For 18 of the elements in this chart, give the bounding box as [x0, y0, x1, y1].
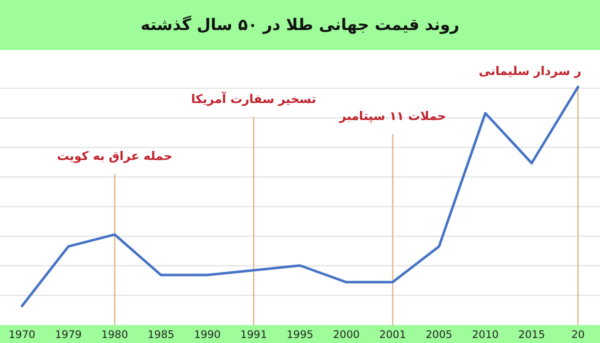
x-tick-label: 2015 — [518, 329, 546, 341]
ref-line-label: ر سردار سلیمانی — [478, 64, 582, 78]
ref-line-label: حمله عراق به کویت — [56, 149, 172, 163]
x-tick-label: 1970 — [8, 329, 36, 341]
chart-title: روند قیمت جهانی طلا در ۵۰ سال گذشته — [140, 15, 460, 34]
x-tick-label: 1979 — [54, 329, 82, 341]
x-tick-label: 20 — [571, 329, 585, 341]
x-tick-label: 1985 — [148, 329, 174, 341]
ref-line-label: حملات ۱۱ سپتامبر — [338, 109, 446, 123]
x-tick-label: 2010 — [472, 329, 499, 341]
x-tick-label: 1991 — [240, 329, 268, 341]
x-tick-label: 2001 — [379, 329, 406, 341]
x-tick-label: 1995 — [286, 329, 314, 341]
x-tick-label: 2000 — [332, 329, 360, 341]
x-tick-label: 1990 — [194, 329, 221, 341]
x-tick-label: 2005 — [426, 329, 452, 341]
x-tick-label: 1980 — [101, 329, 128, 341]
ref-line-label: تسخیر سفارت آمریکا — [191, 91, 316, 106]
